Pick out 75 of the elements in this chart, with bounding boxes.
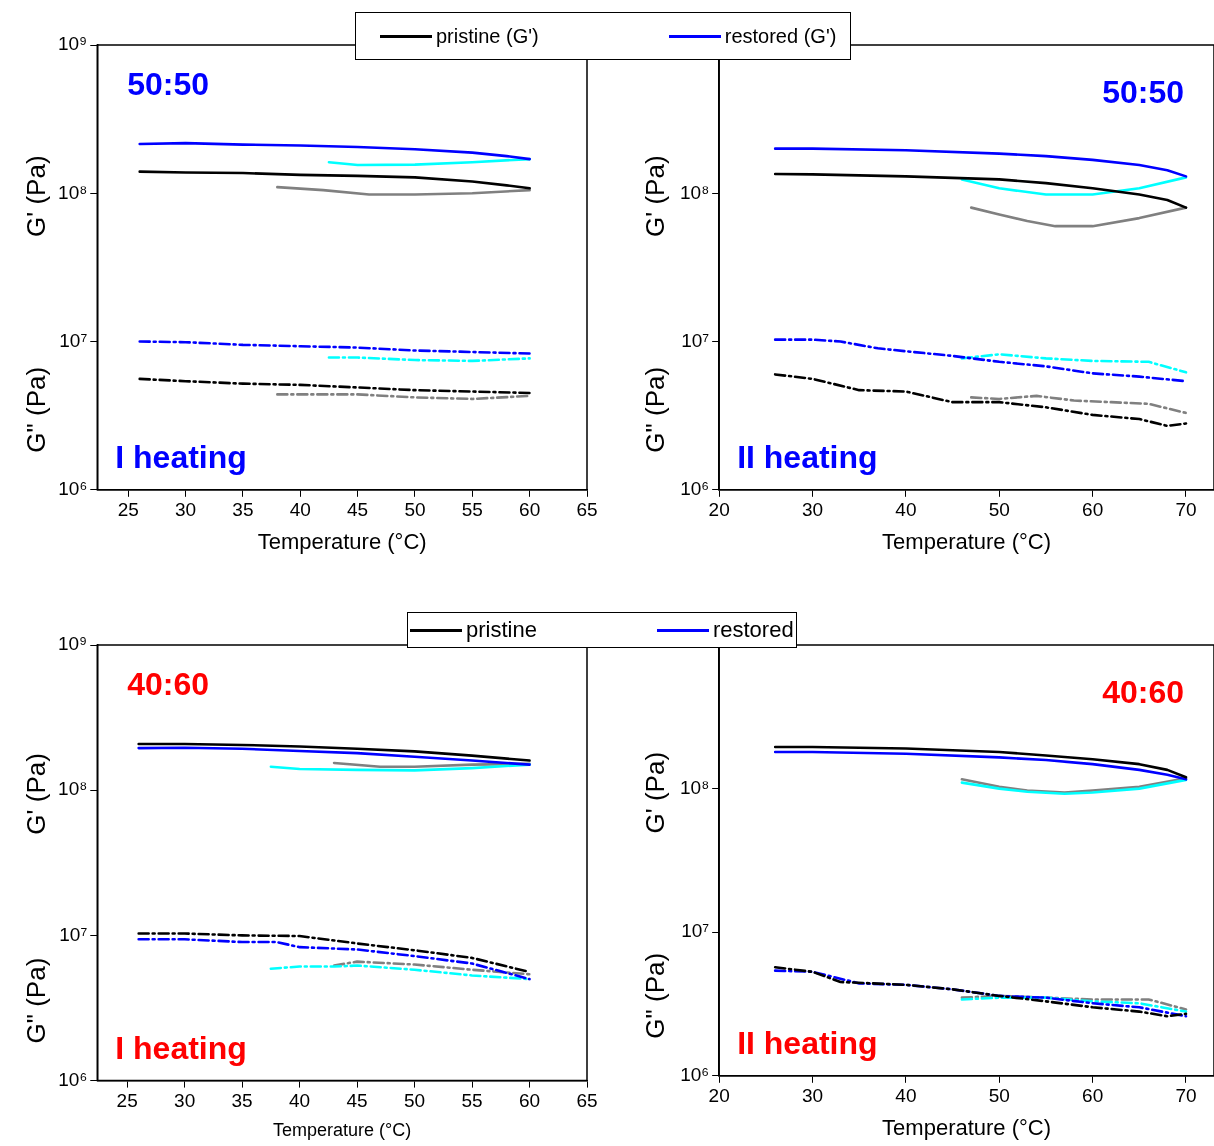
x-tick-label: 35 — [232, 499, 254, 521]
x-tick-label: 50 — [403, 1090, 426, 1112]
x-tick-label: 40 — [895, 499, 917, 521]
annotation: 40:60 — [1102, 674, 1184, 710]
y-tick-label: 10⁸ — [679, 181, 710, 203]
y-tick-label: 10⁸ — [58, 778, 88, 800]
legend-label: pristine (G') — [436, 24, 539, 48]
x-tick-label: 60 — [519, 499, 541, 521]
line-series — [773, 373, 1188, 428]
x-tick-label: 35 — [231, 1090, 253, 1112]
y-tick-label: 10⁸ — [679, 776, 710, 798]
text: G" (Pa) — [640, 952, 671, 1039]
x-tick-label: 25 — [117, 499, 139, 521]
x-tick-label: 50 — [988, 499, 1010, 521]
y-axis-title: G' (Pa) — [640, 155, 671, 237]
y-tick-label: 10⁶ — [680, 1064, 710, 1086]
annotation: 50:50 — [127, 66, 210, 102]
x-tick-label: 20 — [708, 1085, 730, 1107]
y-tick-label: 10⁸ — [58, 181, 88, 203]
annotation: 40:60 — [127, 666, 210, 702]
annotation: 50:50 — [1102, 74, 1184, 110]
y-axis-title: G' (Pa) — [21, 753, 52, 835]
x-tick-label: 65 — [576, 1090, 598, 1112]
x-tick-label: 60 — [1082, 499, 1104, 521]
y-tick-label: 10⁶ — [58, 478, 88, 500]
annotation: II heating — [737, 438, 878, 475]
x-axis-title: Temperature (°C) — [882, 1114, 1052, 1140]
annotation: I heating — [115, 1029, 247, 1066]
line-series — [138, 340, 531, 355]
annotation: I heating — [115, 438, 247, 475]
x-tick-label: 60 — [518, 1090, 541, 1112]
text: G" (Pa) — [640, 366, 671, 453]
x-tick-label: 30 — [801, 499, 824, 521]
y-tick-label: 10⁷ — [681, 329, 710, 351]
annotation: II heating — [737, 1024, 878, 1061]
x-tick-label: 45 — [347, 499, 369, 521]
y-tick-label: 10⁷ — [681, 920, 710, 942]
x-tick-label: 60 — [1082, 1085, 1104, 1107]
x-tick-label: 70 — [1175, 499, 1197, 521]
y-tick-label: 10⁹ — [57, 33, 88, 55]
y-tick-label: 10⁶ — [58, 1068, 88, 1090]
y-tick-label: 10⁶ — [680, 478, 710, 500]
x-tick-label: 55 — [461, 499, 483, 521]
x-tick-label: 25 — [116, 1090, 138, 1112]
line-series — [960, 353, 1188, 374]
y-tick-label: 10⁷ — [59, 329, 88, 351]
x-tick-label: 50 — [404, 499, 426, 521]
x-tick-label: 65 — [576, 499, 598, 521]
line-series — [332, 960, 531, 976]
x-axis-title: Temperature (°C) — [273, 1120, 412, 1141]
line-series — [138, 377, 531, 395]
x-tick-label: 55 — [461, 1090, 483, 1112]
y-axis-title: G' (Pa) — [640, 751, 671, 834]
x-tick-label: 50 — [988, 1085, 1010, 1107]
y-tick-label: 10⁷ — [59, 923, 88, 945]
legend-label: restored — [712, 617, 794, 643]
text: G" (Pa) — [21, 957, 52, 1044]
x-tick-label: 30 — [174, 1090, 196, 1112]
x-axis-title: Temperature (°C) — [882, 528, 1052, 554]
text: G" (Pa) — [21, 366, 52, 453]
y-axis-title: G' (Pa) — [21, 155, 52, 237]
x-tick-label: 70 — [1175, 1085, 1197, 1107]
x-axis-title: Temperature (°C) — [257, 528, 427, 554]
legend-label: restored (G') — [724, 24, 837, 48]
x-tick-label: 40 — [289, 1090, 311, 1112]
x-tick-label: 20 — [708, 499, 730, 521]
legend-label: pristine — [466, 617, 537, 643]
x-tick-label: 30 — [801, 1085, 824, 1107]
x-tick-label: 30 — [175, 499, 197, 521]
x-tick-label: 40 — [895, 1085, 917, 1107]
y-tick-label: 10⁹ — [57, 633, 88, 655]
line-series — [969, 394, 1188, 415]
x-tick-label: 40 — [289, 499, 311, 521]
line-series — [137, 938, 531, 981]
x-tick-label: 45 — [346, 1090, 368, 1112]
